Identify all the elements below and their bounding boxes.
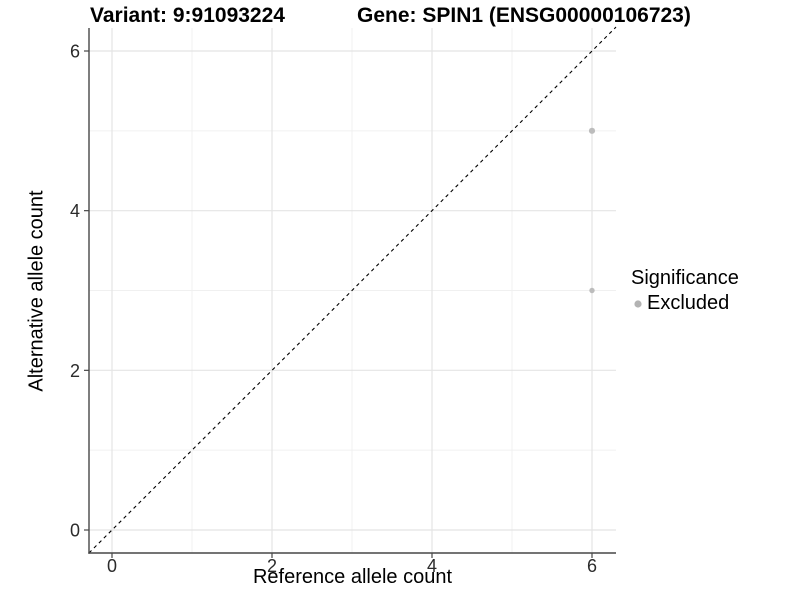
plot-title-variant: Variant: 9:91093224 — [90, 4, 285, 27]
legend-title: Significance — [631, 267, 739, 289]
legend-dot-icon — [634, 299, 642, 308]
y-tick-label: 4 — [70, 201, 80, 221]
legend-point-icon — [634, 299, 642, 308]
data-point — [589, 287, 595, 294]
x-tick-label: 0 — [107, 556, 117, 576]
legend: Significance Excluded — [631, 267, 739, 315]
x-tick-label: 4 — [427, 556, 437, 576]
x-axis-title: Reference allele count — [252, 566, 452, 588]
identity-line — [88, 26, 617, 554]
y-tick-label: 6 — [70, 42, 80, 62]
legend-item-excluded: Excluded — [631, 292, 739, 315]
y-axis-title: Alternative allele count — [25, 190, 48, 392]
legend-item-label: Excluded — [647, 292, 730, 314]
y-tick-label: 2 — [70, 361, 80, 381]
x-tick-label: 2 — [267, 556, 277, 576]
x-tick-label: 6 — [587, 556, 597, 576]
plot-title-gene: Gene: SPIN1 (ENSG00000106723) — [357, 4, 691, 27]
y-tick-label: 0 — [70, 521, 80, 541]
data-point — [588, 127, 596, 134]
